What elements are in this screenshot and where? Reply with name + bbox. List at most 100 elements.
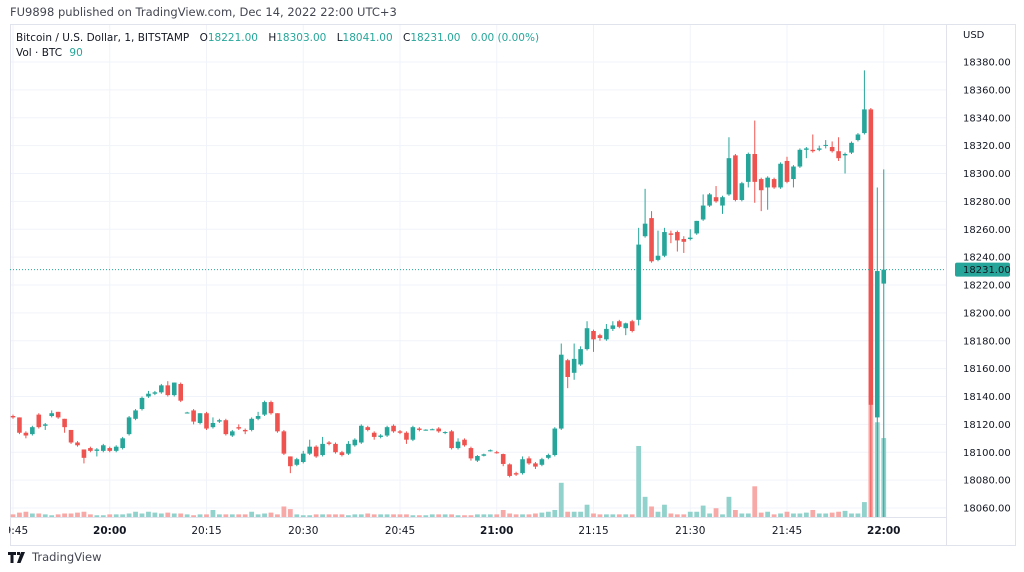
candle-body: [868, 109, 874, 405]
volume-bar: [333, 514, 338, 517]
candle-body: [449, 431, 454, 449]
time-tick: 20:00: [93, 525, 126, 537]
candle: [642, 188, 648, 238]
candle: [733, 153, 738, 202]
candle-body: [333, 443, 338, 453]
price-axis[interactable]: 18060.00 18080.00 18100.00 18120.00 18140.00…: [963, 58, 1011, 515]
candle-body: [488, 450, 493, 452]
candle: [88, 446, 93, 453]
volume-bar: [784, 511, 790, 517]
candle-body: [758, 179, 764, 191]
volume-bar: [294, 514, 300, 517]
candle: [816, 145, 822, 152]
candle: [442, 431, 448, 435]
price-tick: 18380.00: [963, 58, 1011, 69]
candle: [184, 411, 190, 414]
candle-body: [204, 413, 209, 429]
candle-body: [455, 441, 461, 449]
candle: [249, 417, 254, 432]
candle: [829, 141, 835, 153]
candle: [384, 425, 390, 437]
candle-body: [442, 432, 448, 434]
volume-bar: [339, 514, 345, 517]
candle: [675, 230, 680, 252]
candle: [210, 417, 216, 429]
candle: [713, 186, 719, 203]
candle: [591, 329, 596, 352]
candles: [10, 70, 887, 517]
candle: [10, 414, 16, 419]
price-tick: 18060.00: [963, 504, 1011, 515]
candle: [23, 431, 29, 439]
symbol-title[interactable]: Bitcoin / U.S. Dollar, 1, BITSTAMP: [16, 32, 190, 44]
volume-bar: [346, 515, 351, 517]
candle: [365, 425, 371, 432]
volume-bar: [462, 515, 467, 517]
price-tick: 18280.00: [963, 197, 1011, 208]
candle-body: [797, 149, 803, 167]
volume-bar: [584, 504, 590, 517]
volume-bar: [262, 513, 267, 517]
time-axis[interactable]: 19:45 20:00 20:15 20:30 20:45 21:00 21:15 21:30…: [0, 520, 900, 545]
volume-bar: [487, 514, 493, 517]
volume-bar: [371, 514, 377, 517]
candle-body: [423, 429, 429, 431]
candle: [836, 137, 841, 161]
candle: [236, 424, 242, 430]
candle-body: [681, 239, 687, 242]
candle: [455, 438, 461, 450]
candle: [307, 439, 312, 456]
candle-body: [255, 416, 261, 419]
price-tick: 18100.00: [963, 448, 1011, 459]
volume-bar: [133, 511, 138, 517]
volume-bar: [23, 511, 29, 517]
volume-bar: [410, 515, 416, 517]
candle-body: [197, 413, 203, 423]
time-tick: 20:45: [385, 525, 415, 537]
volume-bar: [758, 512, 764, 517]
candle-body: [81, 449, 87, 458]
candle-body: [165, 385, 171, 396]
candle: [197, 413, 203, 425]
candle-body: [687, 237, 693, 240]
candle: [849, 141, 854, 154]
candle: [436, 427, 441, 433]
volume-label[interactable]: Vol · BTC: [16, 47, 63, 59]
candle-body: [120, 438, 125, 449]
volume-bar: [210, 509, 216, 517]
candle: [571, 343, 577, 380]
candle: [352, 438, 358, 447]
volume-bar: [771, 514, 777, 517]
candle-body: [668, 233, 674, 235]
candle: [268, 400, 274, 415]
published-caption: FU9898 published on TradingView.com, Dec…: [10, 5, 397, 19]
time-tick: 21:15: [578, 525, 608, 537]
price-tick: 18140.00: [963, 392, 1011, 403]
volume-bar: [365, 513, 371, 517]
axis-edge-mask: [0, 520, 9, 545]
candle: [746, 152, 751, 188]
volume-bar: [578, 511, 583, 517]
price-tick: 18160.00: [963, 364, 1011, 375]
volume-bar: [674, 514, 680, 517]
volume-bar: [178, 513, 184, 517]
volume-bar: [197, 514, 203, 517]
candle-body: [281, 431, 287, 454]
volume-bar: [655, 511, 661, 517]
volume-bar: [565, 511, 571, 517]
candle: [397, 429, 403, 435]
volume-bar: [391, 514, 396, 517]
candle-body: [829, 147, 835, 152]
volume-bar: [520, 514, 525, 517]
candle: [758, 177, 764, 212]
volume-bar: [281, 506, 287, 517]
volume-bar: [36, 513, 42, 517]
currency-label: USD: [963, 30, 985, 41]
price-tick: 18340.00: [963, 113, 1011, 124]
price-tick: 18320.00: [963, 141, 1011, 152]
candle: [146, 390, 151, 398]
candle-body: [733, 155, 738, 200]
candle: [681, 236, 687, 253]
candle: [823, 140, 828, 149]
